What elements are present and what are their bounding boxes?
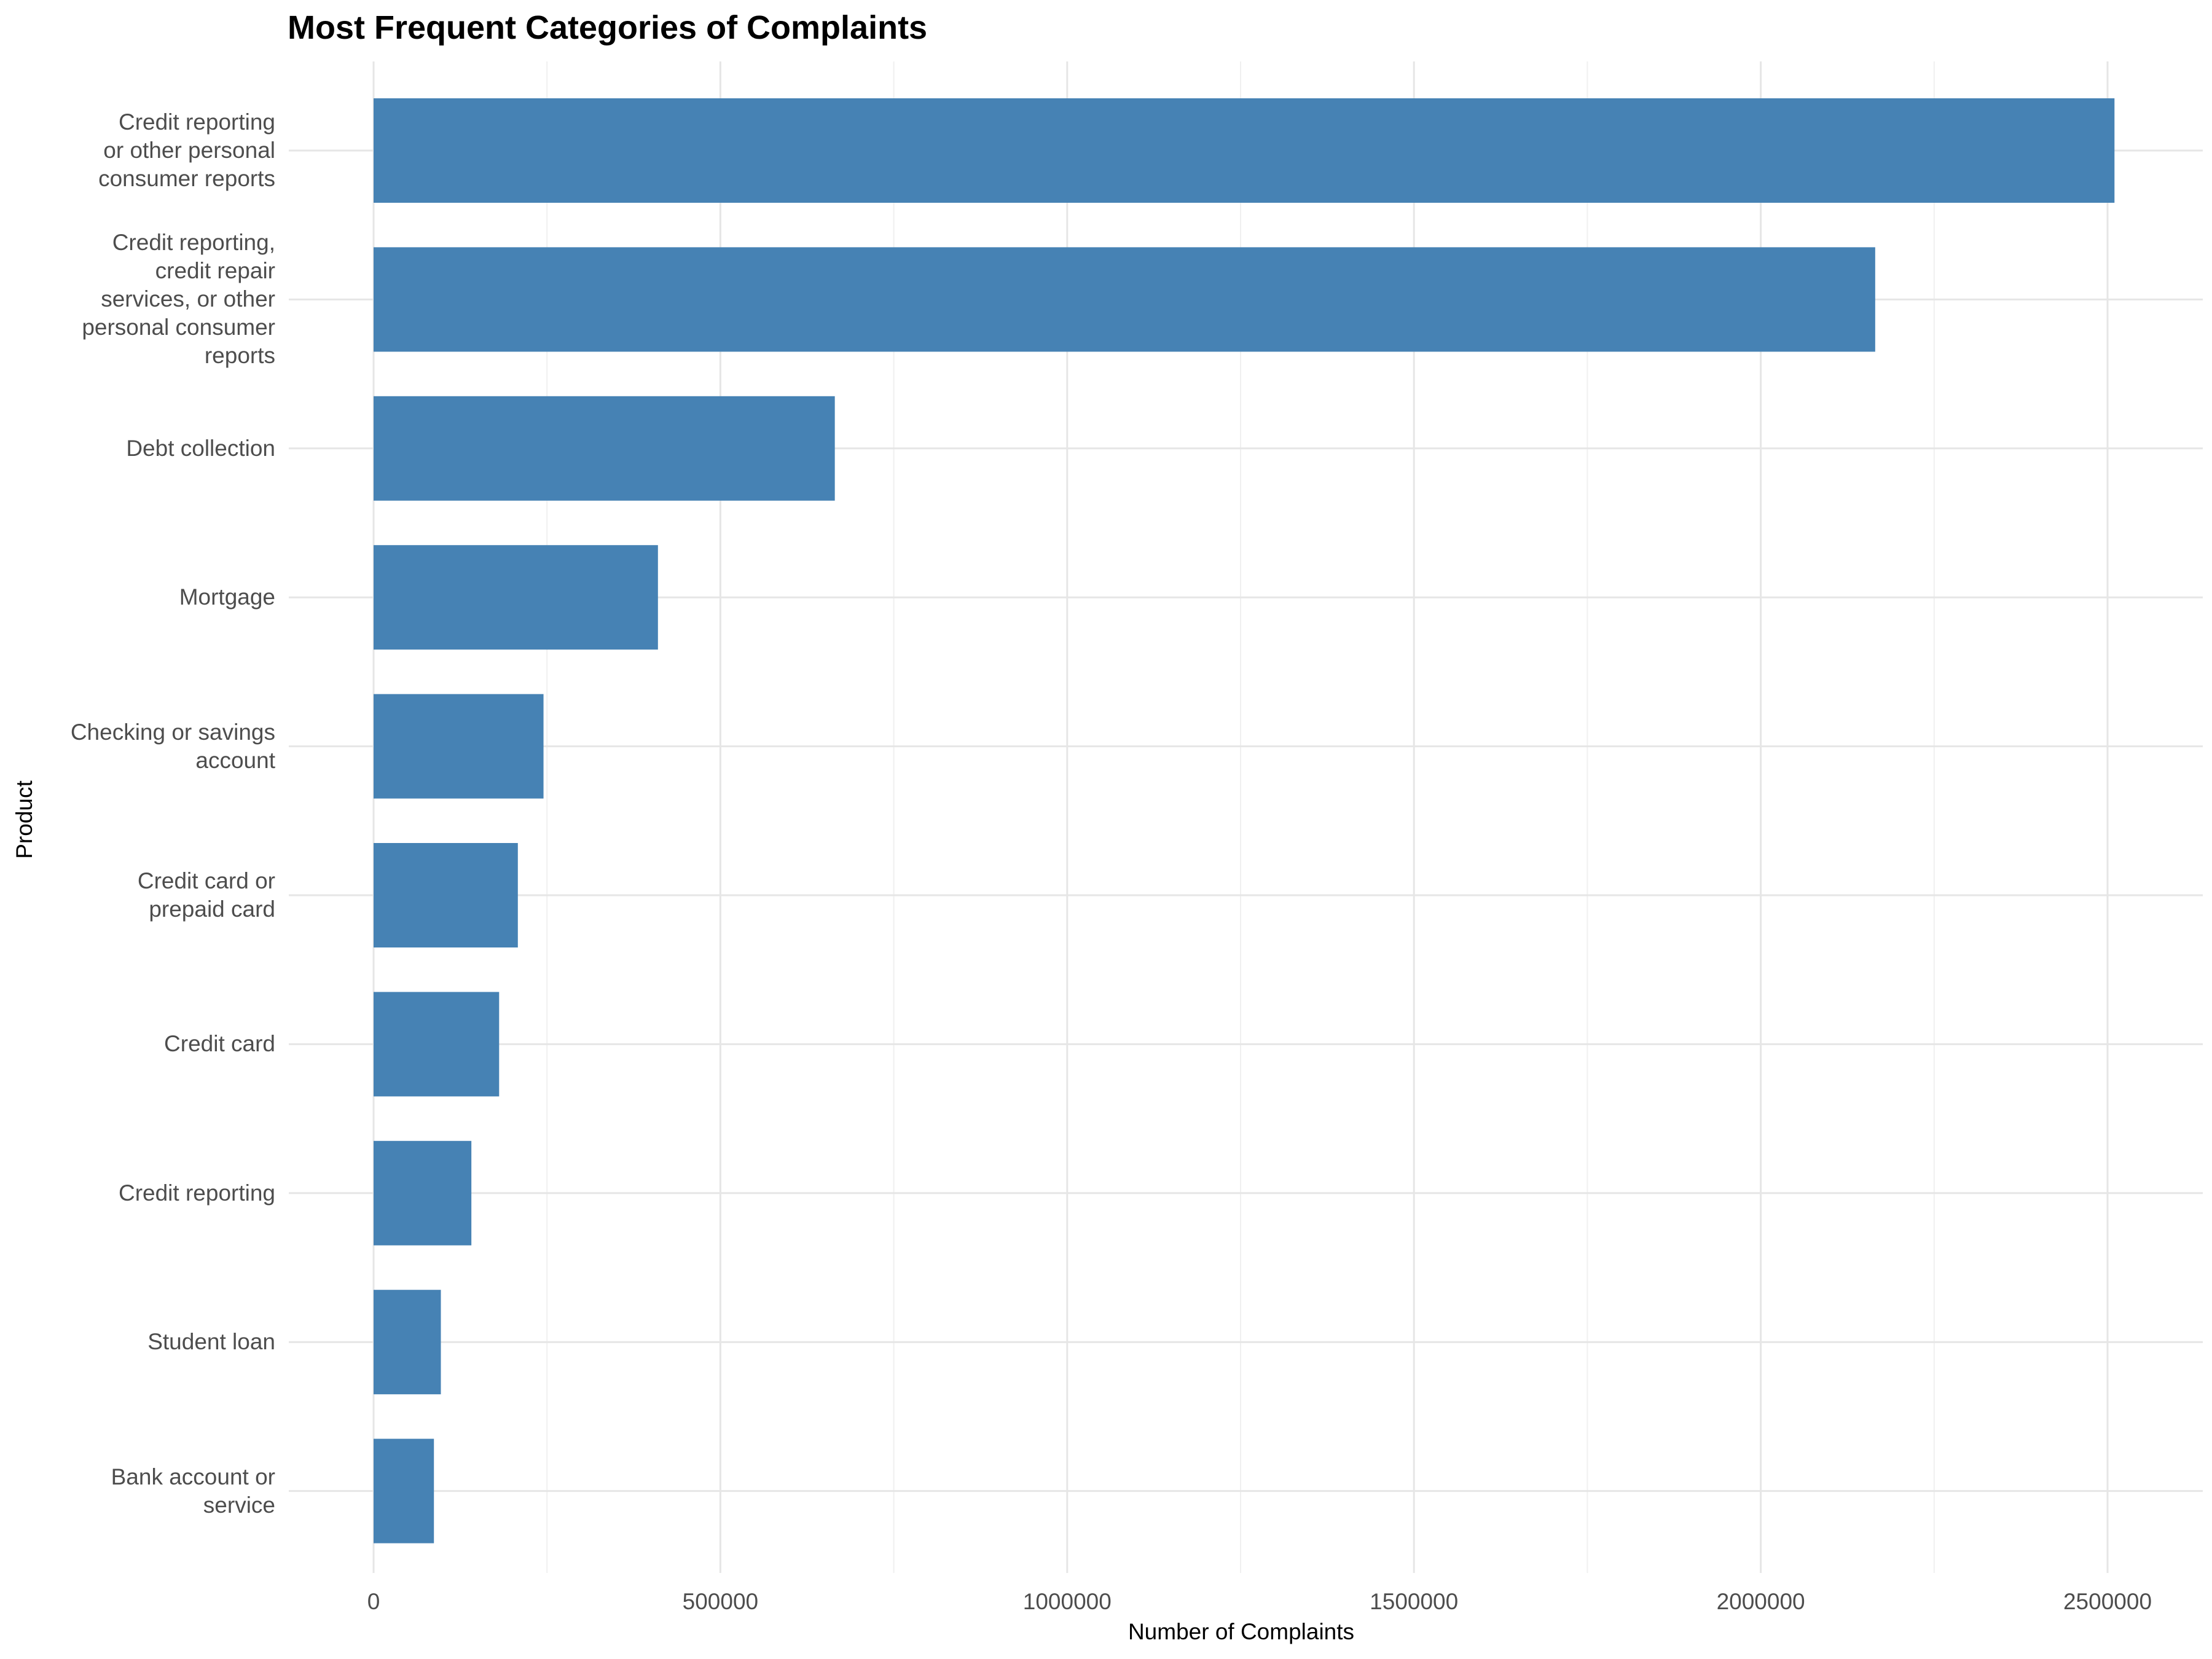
x-tick-label: 1000000 bbox=[1022, 1589, 1112, 1614]
y-tick-label: Credit reporting bbox=[118, 1180, 275, 1206]
y-tick-label: Credit card bbox=[164, 1031, 275, 1057]
bar bbox=[374, 843, 518, 947]
y-tick-label: Mortgage bbox=[179, 584, 275, 610]
y-axis-title: Product bbox=[12, 780, 37, 859]
y-tick-label: Student loan bbox=[147, 1329, 275, 1355]
bar bbox=[374, 694, 544, 799]
x-tick-label: 2500000 bbox=[2063, 1589, 2152, 1614]
bar bbox=[374, 545, 658, 650]
y-tick-label: Credit reporting, credit repair services… bbox=[82, 230, 275, 369]
y-tick-label: Credit card or prepaid card bbox=[137, 868, 275, 922]
bar bbox=[374, 1290, 441, 1395]
y-tick-label: Debt collection bbox=[126, 435, 275, 461]
y-tick-label: Bank account or service bbox=[111, 1464, 275, 1518]
bar bbox=[374, 1438, 434, 1543]
y-tick-label: Credit reporting or other personal consu… bbox=[98, 109, 275, 191]
x-tick-label: 1500000 bbox=[1370, 1589, 1459, 1614]
chart-title: Most Frequent Categories of Complaints bbox=[288, 9, 928, 46]
bar bbox=[374, 247, 1875, 352]
bar bbox=[374, 992, 500, 1097]
bar bbox=[374, 98, 2115, 203]
x-tick-label: 0 bbox=[367, 1589, 380, 1614]
y-tick-label: Checking or savings account bbox=[70, 719, 275, 773]
x-tick-label: 2000000 bbox=[1716, 1589, 1805, 1614]
x-tick-label: 500000 bbox=[682, 1589, 759, 1614]
bar bbox=[374, 396, 835, 501]
x-axis-title: Number of Complaints bbox=[1128, 1619, 1355, 1644]
bar bbox=[374, 1140, 472, 1245]
